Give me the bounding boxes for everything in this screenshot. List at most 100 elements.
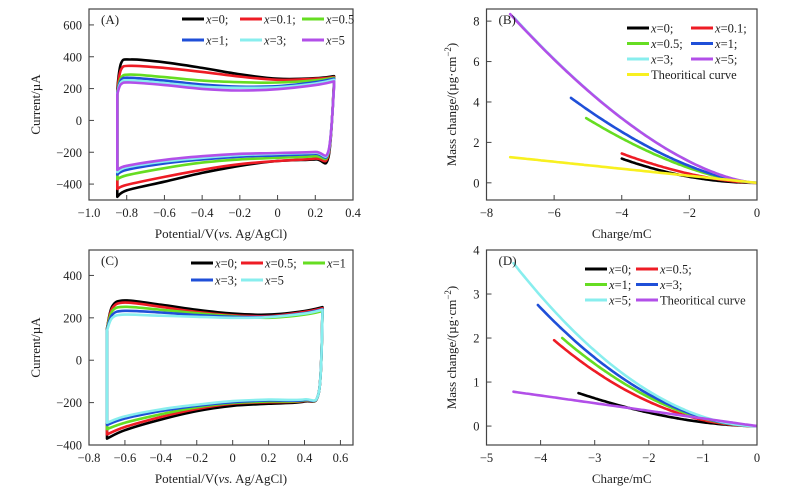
y-tick-label: −400 <box>56 178 82 192</box>
x-tick-label: −0.4 <box>191 206 214 220</box>
x-tick-label: −4 <box>615 206 629 220</box>
panel-b: −8 −6 −4 −2 0 8 6 4 2 0 Charge/mC Mass change/(µg·c… <box>443 8 760 241</box>
x-axis-label: Charge/mC <box>592 471 652 486</box>
legend-label: x=3; <box>650 53 673 67</box>
legend-item: x=5; <box>691 53 737 67</box>
series-line-x-5 <box>116 80 336 172</box>
x-axis-label: Potential/V(vs. Ag/AgCl) <box>155 226 287 241</box>
series-group <box>116 58 336 199</box>
y-tick-label: 2 <box>473 136 479 150</box>
x-axis-label: Potential/V(vs. Ag/AgCl) <box>155 471 287 486</box>
series-line-x-1 <box>105 305 324 431</box>
x-tick-label: 0.4 <box>297 451 313 465</box>
legend: x=0; x=0.1; x=0.5; x=1; x=3; x=5;Theoritical … <box>627 22 747 82</box>
legend-label: x=0.5 <box>325 13 354 27</box>
panel-d: −5 −4 −3 −2 −1 0 4 3 2 1 0 Charge/mC Mass change/(µg… <box>443 244 760 487</box>
legend-label: x=0.5; <box>264 257 297 271</box>
x-tick-label: −2 <box>642 451 655 465</box>
x-tick-label: −6 <box>547 206 560 220</box>
x-tick-label: −0.6 <box>153 206 176 220</box>
legend-label: x=0.1; <box>263 13 296 27</box>
legend-item: x=5; <box>585 294 631 308</box>
x-tick-label: 0.2 <box>261 451 277 465</box>
y-tick-label: 1 <box>473 376 479 390</box>
legend-label: x=3; <box>263 34 286 48</box>
legend-item: x=0.1; <box>691 22 747 36</box>
legend-item: x=1; <box>182 34 228 48</box>
x-tick-label: 0 <box>754 206 760 220</box>
x-tick-label: −5 <box>480 451 493 465</box>
y-tick-label: 2 <box>473 332 479 346</box>
legend-label: x=0; <box>214 257 237 271</box>
plot-frame <box>88 8 354 201</box>
series-line-x-5 <box>512 261 757 428</box>
legend-label: Theoritical curve <box>660 294 746 308</box>
y-tick-label: 4 <box>473 244 480 258</box>
x-tick-label: −8 <box>480 206 493 220</box>
legend-item: x=1; <box>691 37 737 51</box>
plot-frame <box>485 249 758 446</box>
x-tick-label: 0.4 <box>345 206 361 220</box>
legend-label: x=0; <box>650 22 673 36</box>
y-tick-label: 400 <box>63 269 82 283</box>
x-tick-label: −1.0 <box>78 206 101 220</box>
legend-label: x=5 <box>325 34 345 48</box>
legend-item: Theoritical curve <box>627 68 737 82</box>
legend-item: x=1 <box>303 257 346 271</box>
y-tick-label: −400 <box>56 439 82 453</box>
y-tick-label: 0 <box>76 114 82 128</box>
y-axis-label: Current/µA <box>28 317 43 378</box>
y-tick-label: 0 <box>473 176 479 190</box>
legend-label: x=0; <box>608 263 631 277</box>
legend-label: x=1; <box>714 37 737 51</box>
legend: x=0; x=0.5; x=1; x=3; x=5; Theoritical curve <box>585 263 746 308</box>
legend-label: x=3; <box>214 274 237 288</box>
panel-label: (C) <box>101 253 118 268</box>
panel-label: (D) <box>499 253 517 268</box>
x-tick-label: 0 <box>274 206 280 220</box>
panel-label: (A) <box>101 12 119 27</box>
legend-item: x=0; <box>585 263 631 277</box>
series-line-theoritical-curve <box>512 390 757 428</box>
legend-item: x=1; <box>585 278 631 292</box>
plot-frame <box>88 249 354 446</box>
y-tick-label: −200 <box>56 146 82 160</box>
panel-c: −0.8 −0.6 −0.4 −0.2 0 0.2 0.4 0.6 400 200 0 −200 −40… <box>28 249 354 486</box>
legend-item: x=0.5; <box>241 257 297 271</box>
series-line-x-5 <box>105 308 324 424</box>
legend-item: x=0; <box>182 13 228 27</box>
x-tick-label: −0.2 <box>185 451 208 465</box>
x-tick-label: −0.8 <box>115 206 138 220</box>
y-tick-label: 200 <box>63 82 82 96</box>
legend-label: x=5; <box>608 294 631 308</box>
x-tick-label: −2 <box>683 206 696 220</box>
y-tick-label: 0 <box>76 354 82 368</box>
legend-item: x=0.1; <box>240 13 296 27</box>
x-tick-label: −4 <box>534 451 548 465</box>
legend-item: x=0.5; <box>636 263 692 277</box>
legend-item: x=3; <box>240 34 286 48</box>
legend-label: x=3; <box>659 278 682 292</box>
y-tick-label: 600 <box>63 18 82 32</box>
y-tick-label: 400 <box>63 50 82 64</box>
x-tick-label: 0 <box>754 451 760 465</box>
legend-label: x=0.5; <box>659 263 692 277</box>
legend-label: x=5 <box>264 274 284 288</box>
y-tick-label: 8 <box>473 15 479 29</box>
legend-item: x=0; <box>627 22 673 36</box>
legend-item: x=5 <box>302 34 345 48</box>
x-tick-label: −0.6 <box>114 451 137 465</box>
legend-item: x=3; <box>191 274 237 288</box>
legend-label: x=1; <box>205 34 228 48</box>
legend-label: x=0.1; <box>714 22 747 36</box>
x-tick-label: 0.6 <box>333 451 349 465</box>
series-line-x-3 <box>536 303 757 428</box>
legend-item: x=3; <box>627 53 673 67</box>
panel-a: −1.0 −0.8 −0.6 −0.4 −0.2 0 0.2 0.4 600 400 200 0 −20… <box>28 8 362 241</box>
x-tick-label: −0.2 <box>229 206 252 220</box>
x-tick-label: −0.8 <box>78 451 101 465</box>
y-axis-label: Mass change/(µg·cm−2) <box>443 43 459 167</box>
x-tick-label: −1 <box>696 451 709 465</box>
x-tick-label: −0.4 <box>149 451 172 465</box>
